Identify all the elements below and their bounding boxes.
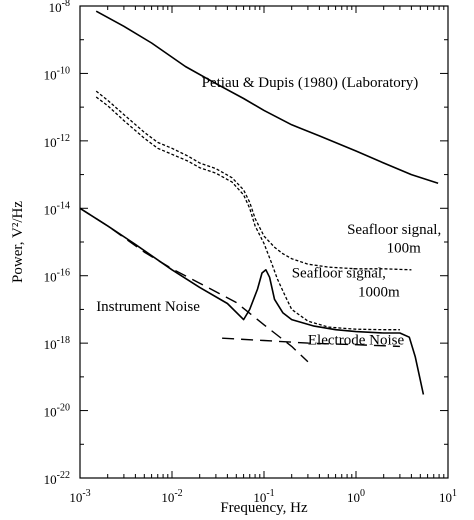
annotation-label: Petiau & Dupis (1980) (Laboratory) — [202, 75, 419, 91]
y-axis-title: Power, V²/Hz — [10, 201, 26, 283]
x-tick-label: 100 — [347, 488, 365, 505]
series-line-electrode-noise — [79, 207, 309, 363]
x-tick-label: 10-3 — [69, 488, 90, 505]
annotation-label: Instrument Noise — [96, 299, 200, 315]
annotations: Petiau & Dupis (1980) (Laboratory) Seaflo… — [96, 75, 441, 349]
series-line-measured-spectrum — [79, 207, 425, 395]
x-tick-label: 10-2 — [161, 488, 182, 505]
series-line-petiau-dupis-1980-laboratory — [95, 10, 439, 185]
annotation-label: 1000m — [358, 285, 400, 301]
y-tick-label: 10-16 — [44, 268, 70, 285]
y-tick-label: 10-22 — [44, 470, 70, 487]
axis-ticks — [79, 5, 449, 479]
annotation-label: 100m — [387, 241, 422, 257]
tick-labels: 10-3 10-2 10-1 100 101 10-8 10-10 10-12 10-14 10-… — [44, 0, 457, 505]
series-line-seafloor-signal-100m — [95, 90, 412, 271]
x-axis-title: Frequency, Hz — [220, 500, 308, 516]
series-lines — [79, 10, 439, 395]
series-line-instrument-noise — [222, 337, 400, 348]
y-tick-label: 10-14 — [44, 200, 70, 217]
annotation-label: Electrode Noise — [308, 333, 405, 349]
y-tick-label: 10-12 — [44, 133, 70, 150]
x-tick-label: 101 — [439, 488, 457, 505]
x-tick-label: 10-1 — [253, 488, 274, 505]
annotation-label: Seafloor signal, — [292, 265, 386, 281]
y-tick-label: 10-10 — [44, 65, 70, 82]
y-tick-label: 10-20 — [44, 403, 70, 420]
y-tick-label: 10-8 — [49, 0, 70, 15]
annotation-label: Seafloor signal, — [347, 222, 441, 238]
y-tick-label: 10-18 — [44, 335, 70, 352]
series-line-seafloor-signal-1000m — [95, 96, 400, 331]
